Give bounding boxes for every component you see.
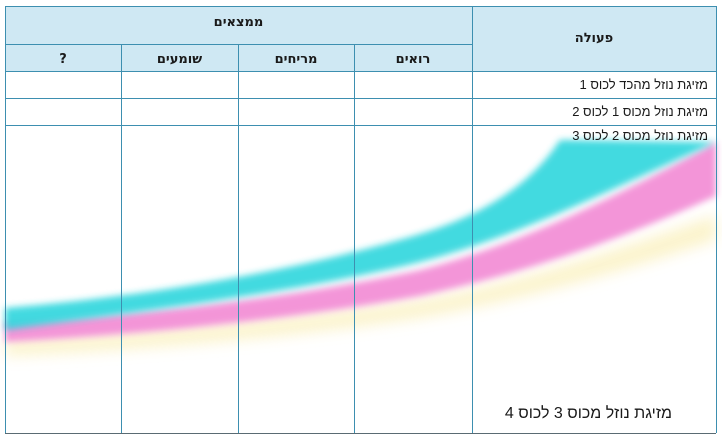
action-row-4: מזיגת נוזל מכוס 3 לכוס 4 [504,405,672,422]
grid-line-row1 [5,98,716,99]
header-results-cell [5,6,472,44]
cyan-band [5,140,716,330]
subheader-seeing: רואים [395,52,431,67]
action-row-2: מזיגת נוזל מכוס 1 לכוס 2 [572,104,708,119]
action-row-3: מזיגת נוזל מכוס 2 לכוס 3 [572,128,708,143]
subheader-smelling: מריחים [274,52,318,67]
header-action-cell [472,6,716,71]
grid-line-left [5,6,6,433]
grid-line-right [716,6,717,433]
grid-line-top [5,6,716,7]
magenta-band [5,142,716,342]
grid-line-col3 [354,44,355,433]
grid-line-row2 [5,125,716,126]
subheader-unknown: ? [59,52,67,67]
action-row-1: מזיגת נוזל מהכד לכוס 1 [579,77,709,92]
subheader-hearing: שומעים [156,52,203,67]
grid-line-col2 [238,44,239,433]
grid-line-col4 [472,6,473,433]
grid-line-col1 [121,44,122,433]
header-action: פעולה [574,31,614,46]
header-results: ממצאים [213,15,264,30]
grid-line-under-header [5,71,716,72]
yellow-band [5,215,716,356]
grid-line-bottom [5,433,716,434]
